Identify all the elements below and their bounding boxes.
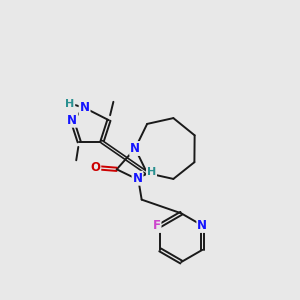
Text: N: N: [133, 172, 142, 185]
Text: H: H: [147, 167, 156, 177]
Text: F: F: [152, 219, 160, 232]
Text: H: H: [65, 99, 74, 109]
Text: O: O: [90, 161, 100, 174]
Text: N: N: [80, 101, 90, 114]
Text: N: N: [197, 219, 207, 232]
Text: N: N: [67, 114, 77, 127]
Text: N: N: [130, 142, 140, 155]
